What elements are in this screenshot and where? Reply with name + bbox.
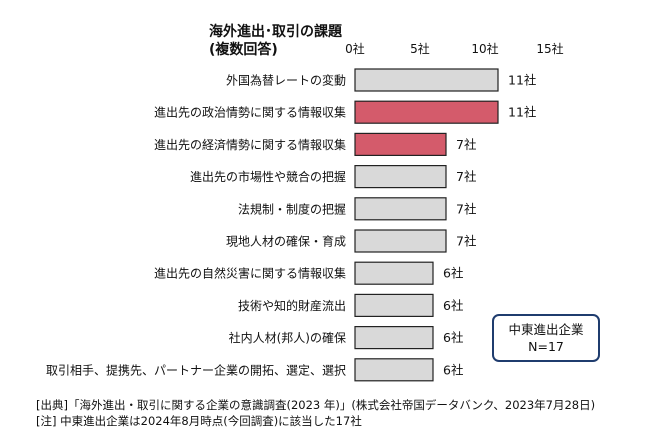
chart-title: 海外進出･取引の課題 <box>209 23 343 40</box>
value-label: 7社 <box>456 201 476 216</box>
value-label: 11社 <box>508 105 536 120</box>
bar <box>354 293 434 317</box>
footnote: [注] 中東進出企業は2024年8月時点(今回調査)に該当した17社 <box>36 414 362 428</box>
x-tick-label: 15社 <box>536 41 563 56</box>
bar <box>354 326 434 350</box>
bar <box>354 100 499 124</box>
sample-size-box: 中東進出企業 N=17 <box>492 314 600 362</box>
bar <box>354 261 434 285</box>
category-label: 進出先の政治情勢に関する情報収集 <box>154 105 346 120</box>
source-note: [出典]「海外進出・取引に関する企業の意識調査(2023 年)」(株式会社帝国デ… <box>36 398 596 412</box>
category-label: 社内人材(邦人)の確保 <box>229 330 346 345</box>
x-tick-label: 5社 <box>410 41 430 56</box>
value-label: 6社 <box>443 266 463 281</box>
category-label: 取引相手、提携先、パートナー企業の開拓、選定、選択 <box>46 362 346 377</box>
bar <box>354 132 447 156</box>
x-tick-label: 10社 <box>471 41 498 56</box>
category-label: 法規制・制度の把握 <box>238 201 346 216</box>
category-label: 進出先の自然災害に関する情報収集 <box>154 266 346 281</box>
category-label: 外国為替レートの変動 <box>226 73 346 88</box>
category-label: 進出先の経済情勢に関する情報収集 <box>154 137 346 152</box>
category-label: 進出先の市場性や競合の把握 <box>190 169 346 184</box>
value-label: 6社 <box>443 330 463 345</box>
category-label: 現地人材の確保・育成 <box>226 234 346 249</box>
sample-group-label: 中東進出企業 <box>508 322 584 337</box>
sample-size-label: N=17 <box>528 339 564 354</box>
chart-subtitle: (複数回答) <box>209 41 278 58</box>
x-tick-label: 0社 <box>345 41 365 56</box>
value-label: 6社 <box>443 362 463 377</box>
bar <box>354 68 499 92</box>
value-label: 6社 <box>443 298 463 313</box>
value-label: 11社 <box>508 73 536 88</box>
value-label: 7社 <box>456 234 476 249</box>
bar <box>354 358 434 382</box>
bar <box>354 197 447 221</box>
category-label: 技術や知的財産流出 <box>238 298 346 313</box>
bar <box>354 165 447 189</box>
bar <box>354 229 447 253</box>
value-label: 7社 <box>456 137 476 152</box>
value-label: 7社 <box>456 169 476 184</box>
